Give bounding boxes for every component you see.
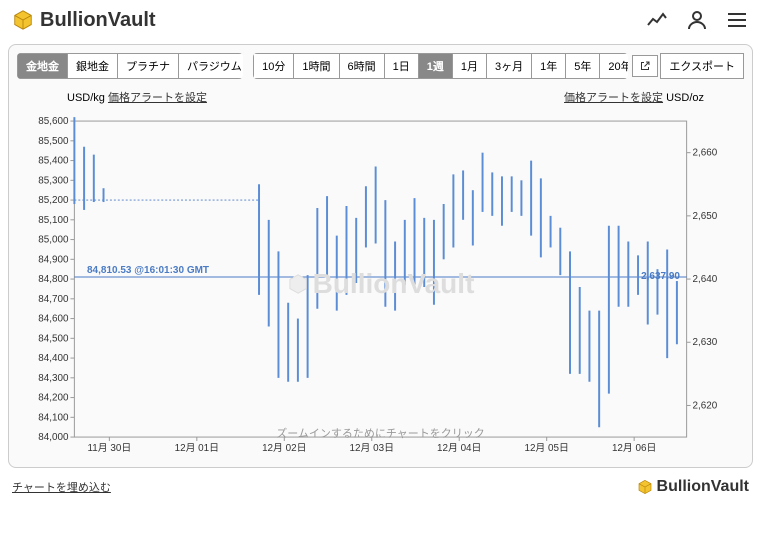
alert-link-right[interactable]: 価格アラートを設定: [564, 92, 663, 104]
svg-text:12月 01日: 12月 01日: [175, 442, 219, 454]
range-tab[interactable]: 6時間: [339, 53, 384, 79]
metal-tab[interactable]: パラジウム: [178, 53, 243, 79]
svg-text:85,600: 85,600: [38, 116, 69, 127]
svg-text:2,660: 2,660: [693, 148, 718, 159]
svg-text:12月 02日: 12月 02日: [262, 442, 306, 454]
svg-text:2,620: 2,620: [693, 400, 718, 411]
range-tab[interactable]: 1時間: [293, 53, 338, 79]
range-tab[interactable]: 1日: [384, 53, 418, 79]
svg-text:12月 04日: 12月 04日: [437, 442, 481, 454]
price-chart: 85,600 85,500 85,400 85,300 85,200 85,100 85,0…: [25, 109, 736, 459]
metal-tab[interactable]: プラチナ: [117, 53, 178, 79]
metal-tabs: 金地金銀地金プラチナパラジウム: [17, 53, 243, 79]
chart-area[interactable]: BullionVault 85,60085,50085,40085,30085,…: [25, 109, 736, 459]
svg-text:2,650: 2,650: [693, 211, 718, 222]
range-tabs: 10分1時間6時間1日1週1月3ヶ月1年5年20年: [253, 53, 628, 79]
toolbar: 金地金銀地金プラチナパラジウム 10分1時間6時間1日1週1月3ヶ月1年5年20…: [17, 53, 744, 79]
svg-text:84,800: 84,800: [38, 274, 69, 285]
range-tab[interactable]: 20年: [599, 53, 628, 79]
alert-link-left[interactable]: 価格アラートを設定: [108, 92, 207, 104]
embed-link[interactable]: チャートを埋め込む: [12, 479, 111, 495]
range-tab[interactable]: 1月: [452, 53, 486, 79]
svg-text:84,500: 84,500: [38, 333, 69, 344]
svg-text:84,900: 84,900: [38, 254, 69, 265]
metal-tab[interactable]: 金地金: [17, 53, 67, 79]
export-button[interactable]: エクスポート: [660, 53, 744, 79]
svg-text:84,700: 84,700: [38, 294, 69, 305]
app-header: BullionVault: [0, 0, 761, 40]
svg-text:84,200: 84,200: [38, 393, 69, 404]
svg-text:11月 30日: 11月 30日: [88, 442, 132, 454]
svg-text:2,640: 2,640: [693, 274, 718, 285]
range-tab[interactable]: 1年: [531, 53, 565, 79]
svg-text:85,100: 85,100: [38, 215, 69, 226]
cube-icon: [637, 479, 653, 495]
range-tab[interactable]: 3ヶ月: [486, 53, 531, 79]
logo[interactable]: BullionVault: [12, 9, 156, 32]
footer: チャートを埋め込む BullionVault: [0, 472, 761, 502]
popout-button[interactable]: [632, 55, 658, 77]
svg-text:12月 03日: 12月 03日: [350, 442, 394, 454]
zoom-hint: ズームインするためにチャートをクリック: [276, 425, 485, 441]
svg-text:85,300: 85,300: [38, 175, 69, 186]
user-icon[interactable]: [685, 8, 709, 32]
svg-text:85,200: 85,200: [38, 195, 69, 206]
menu-icon[interactable]: [725, 8, 749, 32]
right-unit: USD/oz: [666, 92, 704, 104]
svg-text:84,600: 84,600: [38, 314, 69, 325]
svg-text:12月 05日: 12月 05日: [524, 442, 568, 454]
svg-text:84,400: 84,400: [38, 353, 69, 364]
current-price-label: 84,810.53 @16:01:30 GMT: [87, 265, 209, 276]
chart-header: USD/kg 価格アラートを設定 価格アラートを設定 USD/oz: [67, 89, 704, 105]
range-tab[interactable]: 1週: [418, 53, 452, 79]
cube-icon: [12, 9, 34, 31]
svg-text:85,400: 85,400: [38, 156, 69, 167]
svg-text:84,300: 84,300: [38, 373, 69, 384]
left-unit: USD/kg: [67, 92, 105, 104]
svg-text:84,100: 84,100: [38, 412, 69, 423]
right-price-label: 2,637.90: [641, 271, 680, 282]
svg-text:2,630: 2,630: [693, 337, 718, 348]
chart-panel: 金地金銀地金プラチナパラジウム 10分1時間6時間1日1週1月3ヶ月1年5年20…: [8, 44, 753, 468]
svg-text:84,000: 84,000: [38, 432, 69, 443]
metal-tab[interactable]: 銀地金: [67, 53, 117, 79]
range-tab[interactable]: 5年: [565, 53, 599, 79]
range-tab[interactable]: 10分: [253, 53, 293, 79]
svg-text:85,000: 85,000: [38, 235, 69, 246]
svg-text:85,500: 85,500: [38, 136, 69, 147]
svg-text:12月 06日: 12月 06日: [612, 442, 656, 454]
brand-name: BullionVault: [40, 9, 156, 32]
chart-icon[interactable]: [645, 8, 669, 32]
footer-logo[interactable]: BullionVault: [637, 478, 749, 496]
header-actions: [645, 8, 749, 32]
